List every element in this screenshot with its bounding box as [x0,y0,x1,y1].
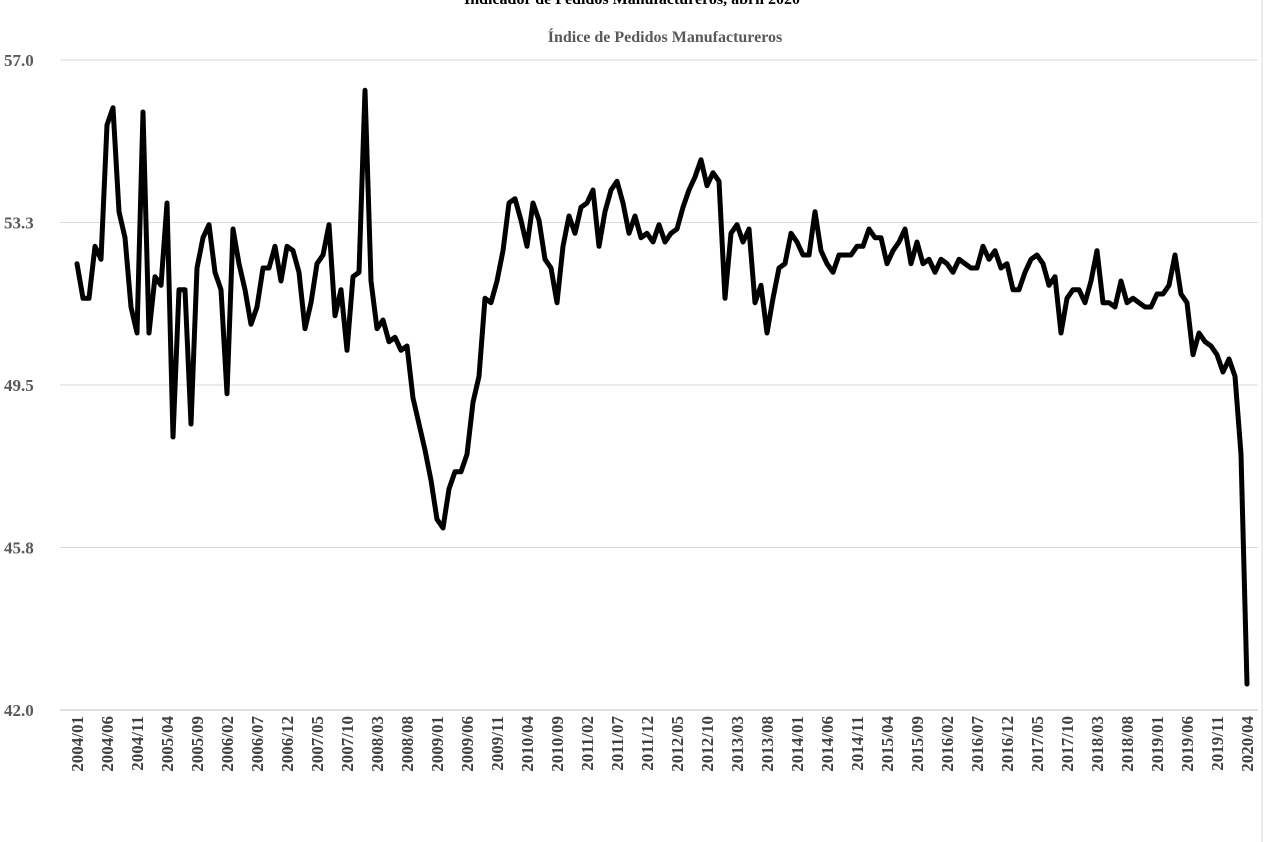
x-tick-label: 2019/06 [1178,716,1197,772]
x-tick-label: 2007/05 [308,716,327,772]
x-tick-label: 2017/10 [1058,716,1077,772]
chart-title: Indicador de Pedidos Manufactureros, abr… [464,0,800,8]
x-tick-label: 2014/01 [788,716,807,772]
x-tick-label: 2017/05 [1028,716,1047,772]
y-tick-label: 42.0 [4,701,34,720]
y-tick-label: 45.8 [4,539,34,558]
x-tick-label: 2009/01 [428,716,447,772]
x-tick-label: 2006/12 [278,716,297,772]
x-tick-label: 2016/12 [998,716,1017,772]
x-tick-label: 2016/07 [968,716,987,772]
x-tick-label: 2013/08 [758,716,777,772]
x-tick-label: 2011/12 [638,716,657,771]
x-tick-label: 2015/04 [878,716,897,772]
y-tick-label: 57.0 [4,51,34,70]
x-tick-label: 2009/06 [458,716,477,772]
x-tick-label: 2011/02 [578,716,597,771]
y-tick-label: 49.5 [4,376,34,395]
x-tick-label: 2005/04 [158,716,177,772]
x-tick-label: 2004/01 [68,716,87,772]
x-tick-label: 2006/02 [218,716,237,772]
x-tick-label: 2007/10 [338,716,357,772]
x-tick-label: 2008/08 [398,716,417,772]
x-tick-label: 2010/09 [548,716,567,772]
x-tick-label: 2004/11 [128,716,147,771]
x-tick-label: 2012/05 [668,716,687,772]
x-tick-label: 2010/04 [518,716,537,772]
x-tick-label: 2013/03 [728,716,747,772]
x-tick-label: 2009/11 [488,716,507,771]
x-tick-label: 2016/02 [938,716,957,772]
x-tick-label: 2014/11 [848,716,867,771]
x-tick-label: 2005/09 [188,716,207,772]
x-tick-label: 2018/08 [1118,716,1137,772]
x-tick-label: 2018/03 [1088,716,1107,772]
x-tick-label: 2011/07 [608,716,627,771]
x-tick-label: 2004/06 [98,716,117,772]
data-line [74,87,1250,687]
x-tick-label: 2014/06 [818,716,837,772]
x-tick-label: 2006/07 [248,716,267,772]
chart-subtitle: Índice de Pedidos Manufactureros [548,27,783,46]
x-tick-label: 2012/10 [698,716,717,772]
x-tick-label: 2019/01 [1148,716,1167,772]
x-tick-label: 2019/11 [1208,716,1227,771]
x-tick-label: 2020/04 [1238,716,1257,772]
x-tick-label: 2008/03 [368,716,387,772]
x-tick-label: 2015/09 [908,716,927,772]
y-tick-label: 53.3 [4,214,34,233]
